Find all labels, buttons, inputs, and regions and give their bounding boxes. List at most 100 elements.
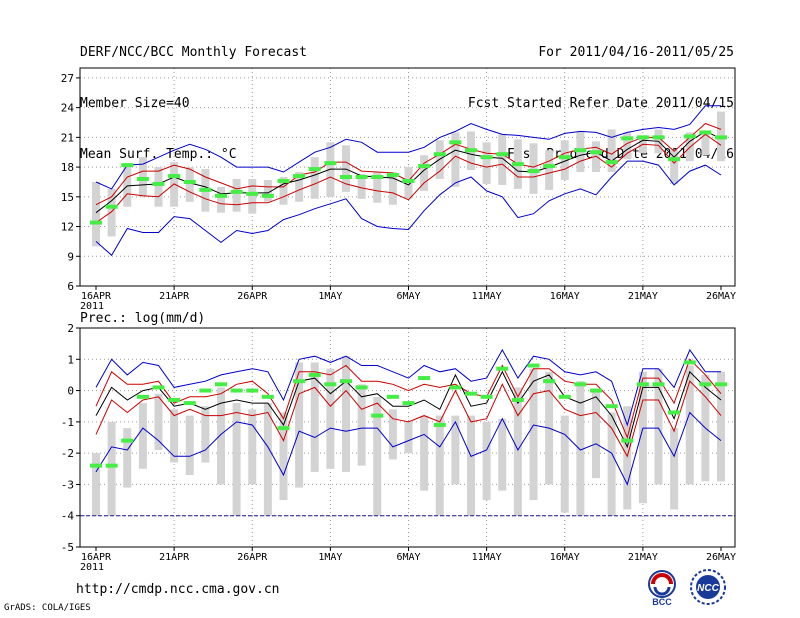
- observed-marker: [136, 176, 149, 181]
- range-box: [545, 150, 554, 190]
- range-box: [498, 134, 507, 185]
- range-box: [388, 172, 397, 205]
- range-box: [560, 140, 569, 180]
- bcc-logo: BCC: [648, 570, 676, 607]
- range-box: [529, 143, 538, 194]
- range-box: [154, 393, 163, 451]
- observed-marker: [386, 173, 399, 178]
- y-tick-label: 21: [61, 131, 74, 144]
- range-box: [185, 167, 194, 202]
- observed-marker: [277, 178, 290, 183]
- range-box: [529, 368, 538, 501]
- header-title: DERF/NCC/BCC Monthly Forecast: [80, 45, 307, 60]
- range-box: [279, 177, 288, 205]
- range-box: [217, 387, 225, 485]
- observed-marker: [683, 360, 696, 365]
- y-tick-label: 12: [61, 221, 74, 234]
- observed-marker: [183, 179, 196, 184]
- range-box: [326, 368, 335, 469]
- y-tick-label: 0: [67, 385, 74, 398]
- header-left: DERF/NCC/BCC Monthly Forecast Member Siz…: [80, 10, 307, 180]
- range-box: [295, 362, 304, 488]
- x-tick-label: 16MAY: [550, 291, 580, 302]
- observed-marker: [386, 394, 399, 399]
- x-tick-label: 6MAY: [396, 552, 420, 563]
- x-tick-label: 11MAY: [472, 291, 502, 302]
- range-box: [295, 172, 304, 202]
- y-tick-label: -1: [61, 416, 74, 429]
- range-box: [420, 415, 429, 491]
- range-box: [373, 396, 382, 516]
- y-tick-label: -3: [61, 478, 74, 491]
- series-line-mean-spread: [95, 358, 722, 440]
- observed-marker: [433, 422, 446, 427]
- x-tick-label: 26APR: [237, 552, 268, 563]
- observed-marker: [168, 174, 181, 179]
- x-tick-label: 1MAY: [318, 291, 342, 302]
- range-box: [342, 356, 350, 472]
- observed-marker: [590, 388, 602, 393]
- range-box: [217, 186, 225, 213]
- x-tick-label: 16MAY: [550, 552, 580, 563]
- x-tick-label: 16APR: [81, 291, 112, 302]
- observed-marker: [527, 169, 540, 174]
- source-url[interactable]: http://cmdp.ncc.cma.gov.cn: [76, 582, 280, 597]
- observed-marker: [183, 401, 196, 406]
- range-box: [607, 412, 616, 516]
- observed-marker: [605, 404, 618, 409]
- observed-marker: [511, 162, 524, 167]
- observed-marker: [152, 385, 165, 390]
- y-tick-label: 1: [67, 353, 74, 366]
- observed-marker: [293, 379, 306, 384]
- observed-marker: [668, 410, 681, 415]
- observed-marker: [449, 385, 462, 390]
- range-box: [373, 172, 382, 203]
- series-line-ensemble-mean: [95, 130, 722, 214]
- range-box: [185, 415, 194, 476]
- series-line-ensemble-mean: [95, 370, 722, 449]
- observed-marker: [715, 382, 727, 387]
- range-box: [279, 412, 288, 501]
- observed-marker: [465, 391, 477, 396]
- observed-marker: [496, 152, 509, 157]
- observed-marker: [527, 363, 540, 368]
- range-box: [482, 142, 491, 184]
- observed-marker: [418, 376, 431, 381]
- range-box: [717, 371, 725, 482]
- range-box: [154, 167, 163, 207]
- series-line-ensemble-max: [95, 105, 721, 190]
- observed-marker: [683, 134, 696, 139]
- observed-marker: [558, 394, 571, 399]
- observed-marker: [621, 136, 634, 141]
- range-box: [670, 428, 679, 510]
- observed-marker: [449, 140, 462, 145]
- bcc-logo-text: BCC: [652, 597, 672, 607]
- grads-credit: GrADS: COLA/IGES: [4, 603, 91, 613]
- range-box: [623, 406, 632, 510]
- x-tick-label: 1MAY: [318, 552, 342, 563]
- range-box: [123, 428, 132, 488]
- range-box: [560, 415, 569, 513]
- range-box: [435, 415, 444, 516]
- y-tick-label: -5: [61, 541, 74, 554]
- observed-marker: [715, 135, 727, 140]
- observed-marker: [246, 388, 259, 393]
- observed-marker: [324, 161, 337, 166]
- x-tick-label: 16APR: [81, 552, 112, 563]
- observed-marker: [636, 382, 649, 387]
- observed-marker: [308, 167, 321, 172]
- range-box: [592, 390, 600, 479]
- observed-marker: [480, 394, 493, 399]
- range-box: [357, 384, 366, 466]
- range-box: [498, 418, 507, 491]
- observed-marker: [199, 388, 212, 393]
- observed-marker: [496, 366, 509, 371]
- observed-marker: [340, 175, 352, 179]
- x-tick-label: 26MAY: [706, 552, 736, 563]
- ncc-logo: NCC: [690, 569, 726, 605]
- observed-marker: [340, 379, 352, 384]
- observed-marker: [621, 438, 634, 443]
- y-tick-label: 9: [67, 250, 74, 263]
- range-box: [232, 178, 241, 212]
